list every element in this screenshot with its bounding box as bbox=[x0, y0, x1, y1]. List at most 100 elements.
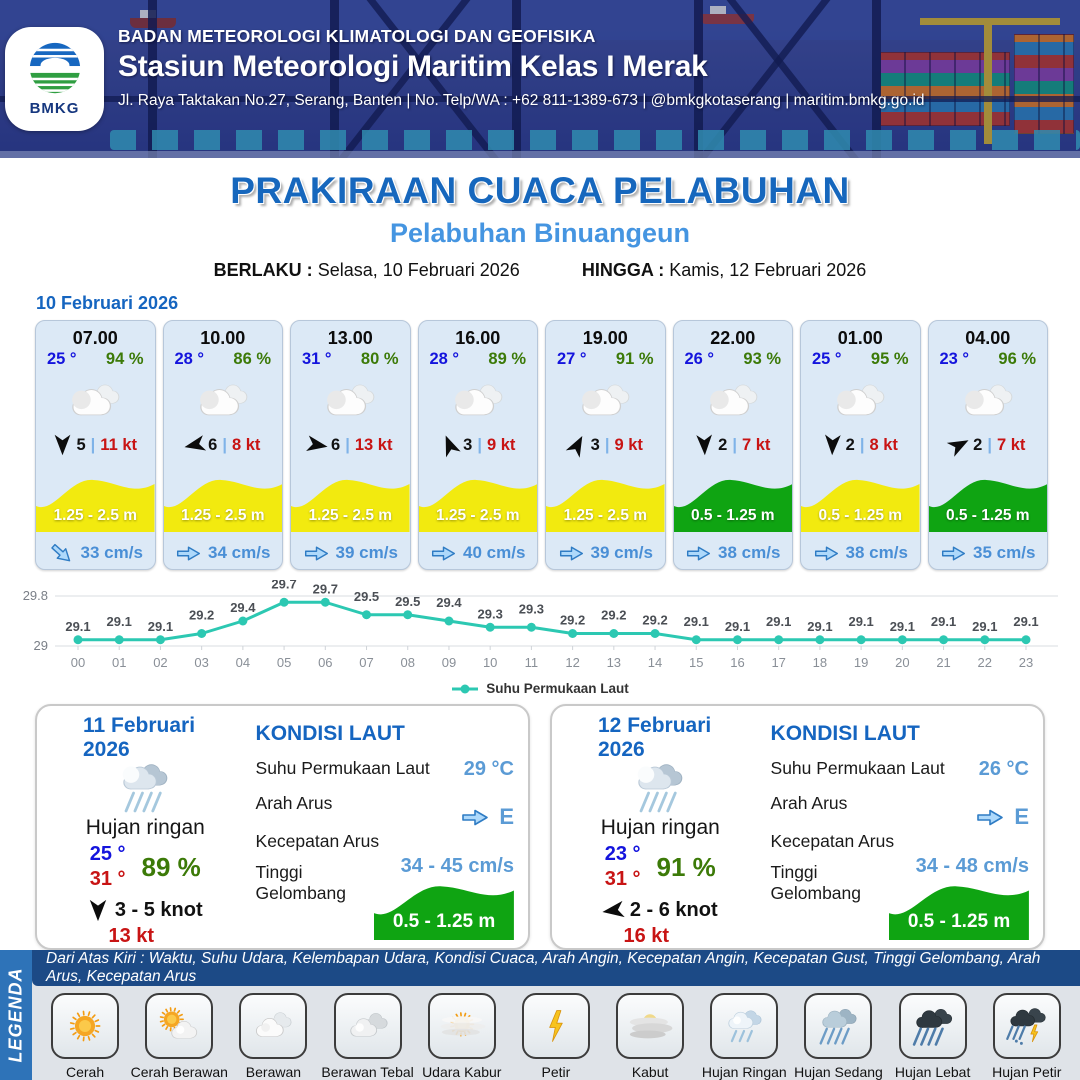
sst-chart-section: 29.8 29 29.1 00 29.1 01 29.1 02 29.2 03 29.4 04 29.7… bbox=[0, 576, 1080, 696]
wave-height-band: 0.5 - 1.25 m bbox=[801, 470, 920, 532]
current-speed-value: 34 - 48 cm/s bbox=[915, 855, 1029, 877]
weather-legend-icon bbox=[549, 1010, 563, 1042]
air-temperature: 25 ° bbox=[812, 350, 842, 368]
svg-text:15: 15 bbox=[689, 655, 703, 670]
svg-text:16: 16 bbox=[730, 655, 744, 670]
humidity: 86 % bbox=[233, 350, 271, 368]
wind-speed: 6 bbox=[331, 435, 341, 454]
current-speed-label: Kecepatan Arus bbox=[255, 831, 380, 851]
daily-date: 11 Februari 2026 bbox=[83, 714, 196, 761]
port-name: Pelabuhan Binuangeun bbox=[389, 218, 691, 248]
svg-text:29.2: 29.2 bbox=[601, 608, 626, 623]
svg-text:13: 13 bbox=[607, 655, 621, 670]
legend-item-label: Cerah bbox=[66, 1064, 105, 1080]
wind-direction-arrow-icon bbox=[824, 434, 841, 456]
wind-direction-arrow-icon bbox=[946, 440, 969, 457]
air-temperature: 27 ° bbox=[557, 350, 587, 368]
svg-text:29.8: 29.8 bbox=[23, 588, 48, 603]
svg-text:14: 14 bbox=[648, 655, 662, 670]
legend-item-label: Hujan Sedang bbox=[794, 1064, 883, 1080]
current-dir-label: Arah Arus bbox=[255, 793, 333, 813]
forecast-time: 16.00 bbox=[455, 328, 501, 348]
wind-speed: 2 bbox=[718, 435, 728, 454]
hourly-forecast-card: 13.00 31 ° 80 % 6 | 13 kt 1.25 - 2.5 m 3… bbox=[290, 320, 411, 570]
max-temperature: 31 ° bbox=[604, 868, 641, 890]
wind-info: 2 | 8 kt bbox=[823, 434, 898, 456]
wave-height-value: 0.5 - 1.25 m bbox=[945, 507, 1030, 524]
page-title: PRAKIRAAN CUACA PELABUHAN bbox=[230, 170, 850, 211]
wave-height-band: 1.25 - 2.5 m bbox=[36, 470, 155, 532]
svg-text:29.5: 29.5 bbox=[354, 589, 379, 604]
current-direction-arrow-icon bbox=[462, 809, 489, 825]
air-temperature: 28 ° bbox=[429, 350, 460, 368]
current-speed: 39 cm/s bbox=[335, 543, 398, 562]
current-direction-arrow-icon bbox=[814, 545, 838, 561]
air-temperature: 23 ° bbox=[939, 350, 970, 368]
svg-text:29.1: 29.1 bbox=[65, 619, 90, 634]
svg-text:02: 02 bbox=[153, 655, 167, 670]
gust-speed: 9 kt bbox=[486, 435, 516, 454]
svg-text:20: 20 bbox=[895, 655, 909, 670]
wave-height-value: 1.25 - 2.5 m bbox=[563, 507, 648, 524]
svg-text:29.4: 29.4 bbox=[230, 600, 256, 615]
legend-item-label: Cerah Berawan bbox=[130, 1064, 228, 1080]
hourly-forecast-card: 19.00 27 ° 91 % 3 | 9 kt 1.25 - 2.5 m 39… bbox=[545, 320, 666, 570]
humidity: 89 % bbox=[488, 350, 526, 368]
weather-condition-icon bbox=[199, 384, 248, 416]
current-info: 38 cm/s bbox=[674, 543, 793, 563]
daily-forecast-card: 11 Februari 2026 Hujan ringan 25 ° 31 ° … bbox=[35, 704, 530, 950]
station-name: Stasiun Meteorologi Maritim Kelas I Mera… bbox=[118, 50, 708, 83]
svg-text:29.7: 29.7 bbox=[313, 581, 338, 596]
svg-text:01: 01 bbox=[112, 655, 126, 670]
daily-humidity: 91 % bbox=[656, 851, 716, 882]
wind-info: 3 | 9 kt bbox=[440, 434, 516, 458]
hourly-forecast-card: 01.00 25 ° 95 % 2 | 8 kt 0.5 - 1.25 m 38… bbox=[800, 320, 921, 570]
forecast-time: 22.00 bbox=[710, 328, 756, 348]
wave-height-band: 1.25 - 2.5 m bbox=[291, 470, 410, 532]
weather-condition-icon bbox=[582, 384, 630, 416]
current-speed: 38 cm/s bbox=[845, 543, 908, 562]
daily-humidity: 89 % bbox=[141, 851, 201, 882]
station-address: Jl. Raya Taktakan No.27, Serang, Banten … bbox=[118, 92, 925, 109]
wind-direction-arrow-icon bbox=[184, 435, 207, 451]
legend-items: Cerah Cerah Berawan Berawan Berawan Teba… bbox=[32, 986, 1080, 1080]
current-info: 38 cm/s bbox=[801, 543, 920, 563]
weather-legend-icon bbox=[160, 1007, 198, 1039]
svg-text:29.1: 29.1 bbox=[1013, 614, 1038, 629]
gust-speed: 11 kt bbox=[100, 435, 137, 454]
chart-legend-marker-icon bbox=[452, 684, 479, 693]
legend-sidebar: LEGENDA bbox=[0, 950, 32, 1080]
legend-item: Berawan Tebal bbox=[321, 986, 414, 1080]
legend-footer: LEGENDA Dari Atas Kiri : Waktu, Suhu Uda… bbox=[0, 950, 1080, 1080]
max-temperature: 31 ° bbox=[89, 868, 126, 890]
forecast-date: 10 Februari 2026 bbox=[36, 293, 179, 313]
wind-info: 5 | 11 kt bbox=[53, 434, 137, 456]
humidity: 91 % bbox=[615, 350, 654, 368]
wind-direction-arrow-icon bbox=[89, 899, 107, 922]
wind-direction-arrow-icon bbox=[696, 434, 713, 456]
svg-text:19: 19 bbox=[854, 655, 868, 670]
sea-surface-temperature-chart: 29.8 29 29.1 00 29.1 01 29.1 02 29.2 03 29.4 04 29.7… bbox=[23, 576, 1058, 670]
svg-text:29: 29 bbox=[34, 638, 48, 653]
svg-text:07: 07 bbox=[359, 655, 373, 670]
current-speed: 33 cm/s bbox=[80, 543, 143, 562]
wind-info: 2 | 7 kt bbox=[695, 434, 770, 456]
legend-note: Dari Atas Kiri : Waktu, Suhu Udara, Kele… bbox=[32, 950, 1080, 986]
current-dir-value: E bbox=[499, 804, 514, 829]
svg-text:21: 21 bbox=[936, 655, 950, 670]
hourly-forecast-card: 04.00 23 ° 96 % 2 | 7 kt 0.5 - 1.25 m 35… bbox=[927, 320, 1048, 570]
current-info: 39 cm/s bbox=[546, 543, 665, 563]
daily-gust: 16 kt bbox=[623, 925, 670, 947]
wind-direction-arrow-icon bbox=[306, 435, 328, 451]
gust-speed: 7 kt bbox=[741, 435, 771, 454]
current-speed: 35 cm/s bbox=[973, 543, 1036, 562]
hourly-forecast-row: 07.00 25 ° 94 % 5 | 11 kt 1.25 - 2.5 m 3… bbox=[0, 318, 1080, 570]
air-temperature: 31 ° bbox=[302, 350, 332, 368]
wave-height-band: 1.25 - 2.5 m bbox=[163, 470, 282, 532]
hourly-forecast-card: 10.00 28 ° 86 % 6 | 8 kt 1.25 - 2.5 m 34… bbox=[162, 320, 283, 570]
wave-height-badge: 0.5 - 1.25 m bbox=[889, 876, 1029, 940]
agency-name: BADAN METEOROLOGI KLIMATOLOGI DAN GEOFIS… bbox=[118, 26, 596, 46]
current-info: 35 cm/s bbox=[929, 543, 1048, 563]
wave-height-band: 0.5 - 1.25 m bbox=[928, 470, 1047, 532]
sea-temp-value: 29 °C bbox=[463, 758, 514, 780]
